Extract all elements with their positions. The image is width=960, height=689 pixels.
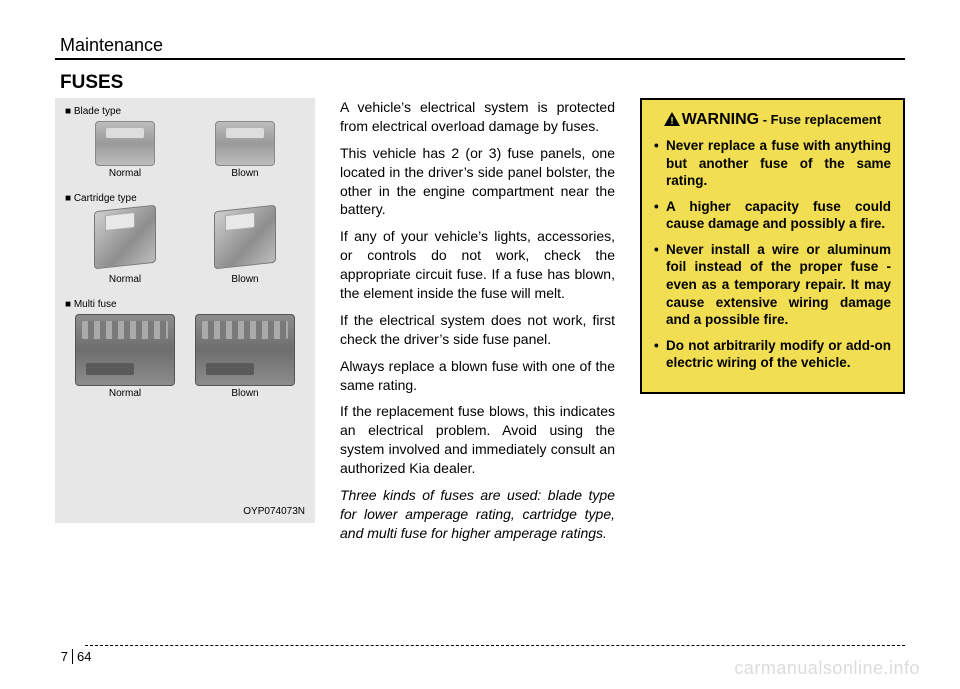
- header-rule: [55, 58, 905, 60]
- blade-normal-caption: Normal: [95, 168, 155, 179]
- cartridge-blown-caption: Blown: [214, 274, 276, 285]
- blade-fuse-blown-icon: [215, 121, 275, 166]
- body-p4: If the electrical system does not work, …: [340, 311, 615, 349]
- warning-box: ! WARNING - Fuse replacement Never repla…: [640, 98, 905, 394]
- blade-blown-caption: Blown: [215, 168, 275, 179]
- figure-blade-label: ■ Blade type: [65, 106, 305, 117]
- figure-multi-label: ■ Multi fuse: [65, 299, 305, 310]
- svg-text:!: !: [670, 116, 673, 126]
- blade-blown-wrap: Blown: [215, 121, 275, 179]
- body-p2: This vehicle has 2 (or 3) fuse panels, o…: [340, 144, 615, 220]
- section-title: FUSES: [55, 72, 905, 94]
- watermark: carmanualsonline.info: [734, 658, 920, 679]
- figure-blade-section: ■ Blade type Normal Blown: [65, 106, 305, 179]
- multi-fuse-blown-icon: [195, 314, 295, 386]
- warning-column: ! WARNING - Fuse replacement Never repla…: [640, 98, 905, 551]
- body-p1: A vehicle’s electrical system is protect…: [340, 98, 615, 136]
- warning-title-sub: - Fuse replacement: [759, 112, 881, 127]
- warning-item: Never replace a fuse with anything but a…: [654, 137, 891, 190]
- figure-multi-section: ■ Multi fuse Normal Blown: [65, 299, 305, 399]
- multi-blown-caption: Blown: [195, 388, 295, 399]
- blade-fuse-normal-icon: [95, 121, 155, 166]
- columns: ■ Blade type Normal Blown ■ Cartridge t: [55, 98, 905, 551]
- body-p7: Three kinds of fuses are used: blade typ…: [340, 486, 615, 543]
- warning-list: Never replace a fuse with anything but a…: [654, 137, 891, 372]
- cartridge-normal-wrap: Normal: [94, 208, 156, 285]
- cartridge-fuse-normal-icon: [94, 205, 156, 270]
- warning-item: Do not arbitrarily modify or add-on elec…: [654, 337, 891, 372]
- figure-blade-row: Normal Blown: [65, 121, 305, 179]
- figure-column: ■ Blade type Normal Blown ■ Cartridge t: [55, 98, 315, 551]
- footer-page: 64: [73, 649, 91, 664]
- cartridge-normal-caption: Normal: [94, 274, 156, 285]
- figure-cartridge-row: Normal Blown: [65, 208, 305, 285]
- warning-title: ! WARNING - Fuse replacement: [654, 110, 891, 131]
- figure-multi-row: Normal Blown: [65, 314, 305, 399]
- multi-normal-caption: Normal: [75, 388, 175, 399]
- cartridge-fuse-blown-icon: [214, 205, 276, 270]
- multi-fuse-normal-icon: [75, 314, 175, 386]
- figure-cartridge-label: ■ Cartridge type: [65, 193, 305, 204]
- multi-blown-wrap: Blown: [195, 314, 295, 399]
- figure-code: OYP074073N: [243, 506, 305, 517]
- body-p5: Always replace a blown fuse with one of …: [340, 357, 615, 395]
- body-p3: If any of your vehicle’s lights, accesso…: [340, 227, 615, 303]
- figure-box: ■ Blade type Normal Blown ■ Cartridge t: [55, 98, 315, 523]
- warning-item: Never install a wire or aluminum foil in…: [654, 241, 891, 329]
- figure-cartridge-section: ■ Cartridge type Normal Blown: [65, 193, 305, 285]
- warning-title-main: WARNING: [682, 111, 759, 128]
- footer-chapter: 7: [55, 649, 73, 664]
- warning-item: A higher capacity fuse could cause damag…: [654, 198, 891, 233]
- page: Maintenance FUSES ■ Blade type Normal Bl…: [0, 0, 960, 689]
- cartridge-blown-wrap: Blown: [214, 208, 276, 285]
- warning-triangle-icon: !: [664, 112, 680, 131]
- body-column: A vehicle’s electrical system is protect…: [340, 98, 615, 551]
- blade-normal-wrap: Normal: [95, 121, 155, 179]
- header-title: Maintenance: [55, 35, 905, 56]
- footer-dash: [85, 645, 905, 646]
- multi-normal-wrap: Normal: [75, 314, 175, 399]
- body-p6: If the replacement fuse blows, this indi…: [340, 402, 615, 478]
